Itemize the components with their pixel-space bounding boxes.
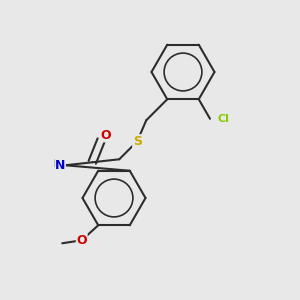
Text: H: H — [53, 159, 62, 169]
Text: O: O — [76, 234, 87, 247]
Text: O: O — [100, 129, 111, 142]
Text: S: S — [133, 135, 142, 148]
Text: Cl: Cl — [218, 114, 230, 124]
Text: N: N — [55, 159, 65, 172]
